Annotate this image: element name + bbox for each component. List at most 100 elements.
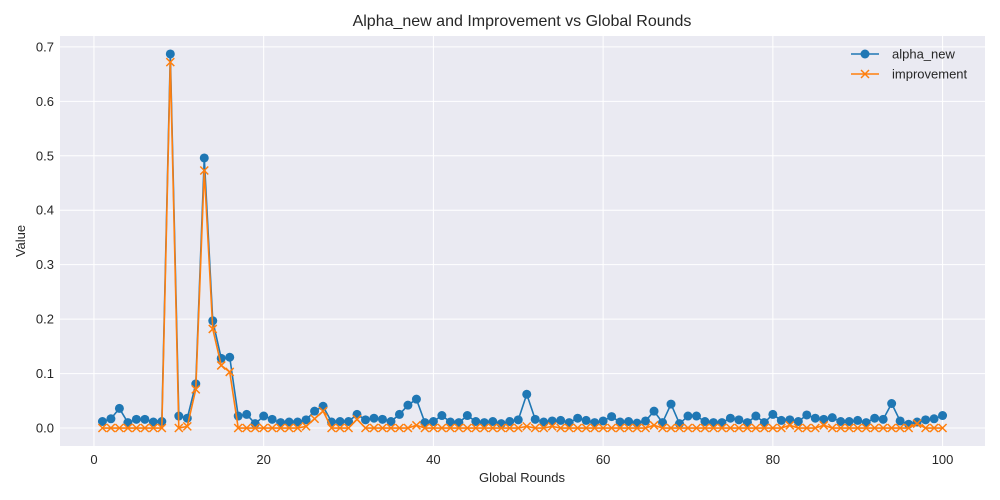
- data-point-improvement: [547, 421, 557, 431]
- data-point-alpha_new: [632, 418, 642, 428]
- y-axis-label: Value: [13, 225, 28, 257]
- data-point-improvement: [140, 423, 150, 433]
- data-point-improvement: [827, 423, 837, 433]
- data-point-alpha_new: [361, 415, 371, 425]
- data-point-alpha_new: [522, 389, 532, 399]
- y-tick-label: 0.5: [36, 148, 54, 163]
- data-point-improvement: [768, 423, 778, 433]
- data-point-alpha_new: [624, 416, 634, 426]
- data-point-improvement: [734, 423, 744, 433]
- data-point-alpha_new: [810, 413, 820, 423]
- x-tick-label: 100: [932, 452, 954, 467]
- data-point-improvement: [878, 423, 888, 433]
- data-point-improvement: [666, 423, 676, 433]
- data-point-improvement: [454, 423, 464, 433]
- data-point-alpha_new: [853, 415, 863, 425]
- data-point-improvement: [386, 423, 396, 433]
- data-point-improvement: [225, 367, 235, 377]
- data-point-improvement: [106, 423, 116, 433]
- data-point-alpha_new: [437, 411, 447, 421]
- data-point-improvement: [335, 423, 345, 433]
- data-point-improvement: [861, 423, 871, 433]
- data-point-improvement: [259, 423, 269, 433]
- y-tick-label: 0.1: [36, 366, 54, 381]
- data-point-improvement: [556, 423, 566, 433]
- data-point-alpha_new: [140, 414, 150, 424]
- data-point-improvement: [844, 423, 854, 433]
- y-tick-label: 0.6: [36, 94, 54, 109]
- data-point-improvement: [250, 423, 260, 433]
- data-point-alpha_new: [734, 415, 744, 425]
- data-point-alpha_new: [539, 417, 549, 427]
- data-point-alpha_new: [725, 413, 735, 423]
- data-point-alpha_new: [318, 401, 328, 411]
- data-point-alpha_new: [242, 409, 252, 419]
- data-point-alpha_new: [106, 414, 116, 424]
- data-point-improvement: [267, 423, 277, 433]
- data-point-improvement: [776, 423, 786, 433]
- y-tick-label: 0.3: [36, 257, 54, 272]
- data-point-improvement: [793, 423, 803, 433]
- data-point-alpha_new: [844, 416, 854, 426]
- data-point-improvement: [445, 423, 455, 433]
- data-point-alpha_new: [352, 409, 362, 419]
- legend: alpha_new improvement: [851, 47, 968, 82]
- data-point-alpha_new: [225, 352, 235, 362]
- legend-label-improvement: improvement: [892, 67, 968, 82]
- data-point-alpha_new: [674, 419, 684, 429]
- data-point-alpha_new: [827, 413, 837, 423]
- data-point-improvement: [403, 423, 413, 433]
- data-point-alpha_new: [403, 400, 413, 410]
- data-point-improvement: [216, 360, 226, 370]
- data-point-improvement: [819, 420, 829, 430]
- data-point-improvement: [411, 420, 421, 430]
- data-point-alpha_new: [445, 417, 455, 427]
- data-point-alpha_new: [301, 415, 311, 425]
- data-point-improvement: [539, 423, 549, 433]
- data-point-alpha_new: [293, 417, 303, 427]
- data-point-improvement: [233, 423, 243, 433]
- data-point-alpha_new: [462, 411, 472, 421]
- data-point-alpha_new: [887, 399, 897, 409]
- data-point-alpha_new: [394, 409, 404, 419]
- data-point-alpha_new: [505, 416, 515, 426]
- data-point-alpha_new: [267, 414, 277, 424]
- data-point-improvement: [123, 423, 133, 433]
- data-point-improvement: [471, 423, 481, 433]
- data-point-improvement: [284, 423, 294, 433]
- data-point-improvement: [327, 423, 337, 433]
- data-point-alpha_new: [310, 406, 320, 416]
- data-point-improvement: [428, 423, 438, 433]
- data-point-improvement: [624, 423, 634, 433]
- data-point-alpha_new: [428, 416, 438, 426]
- data-point-alpha_new: [691, 411, 701, 421]
- data-point-improvement: [700, 423, 710, 433]
- data-point-alpha_new: [233, 411, 243, 421]
- data-point-alpha_new: [377, 414, 387, 424]
- data-point-improvement: [657, 423, 668, 433]
- y-tick-label: 0.7: [36, 39, 54, 54]
- data-point-improvement: [522, 421, 532, 431]
- data-point-alpha_new: [369, 413, 379, 423]
- data-point-alpha_new: [878, 414, 888, 424]
- data-point-alpha_new: [471, 416, 481, 426]
- data-point-alpha_new: [344, 416, 354, 426]
- data-point-improvement: [377, 423, 388, 433]
- data-point-alpha_new: [700, 416, 710, 426]
- data-point-improvement: [632, 423, 642, 433]
- data-point-improvement: [148, 423, 158, 433]
- data-point-improvement: [437, 423, 447, 433]
- x-axis-label: Global Rounds: [479, 470, 565, 485]
- data-point-improvement: [165, 57, 175, 67]
- data-point-improvement: [912, 419, 922, 429]
- data-point-improvement: [607, 423, 617, 433]
- x-tick-label: 40: [426, 452, 440, 467]
- x-tick-label: 80: [766, 452, 780, 467]
- data-point-alpha_new: [250, 419, 260, 429]
- data-point-improvement: [496, 423, 506, 433]
- data-point-alpha_new: [411, 394, 421, 404]
- data-point-improvement: [369, 423, 379, 433]
- legend-marker-alpha_new: [860, 49, 870, 59]
- data-point-improvement: [513, 423, 523, 433]
- data-point-alpha_new: [165, 49, 175, 59]
